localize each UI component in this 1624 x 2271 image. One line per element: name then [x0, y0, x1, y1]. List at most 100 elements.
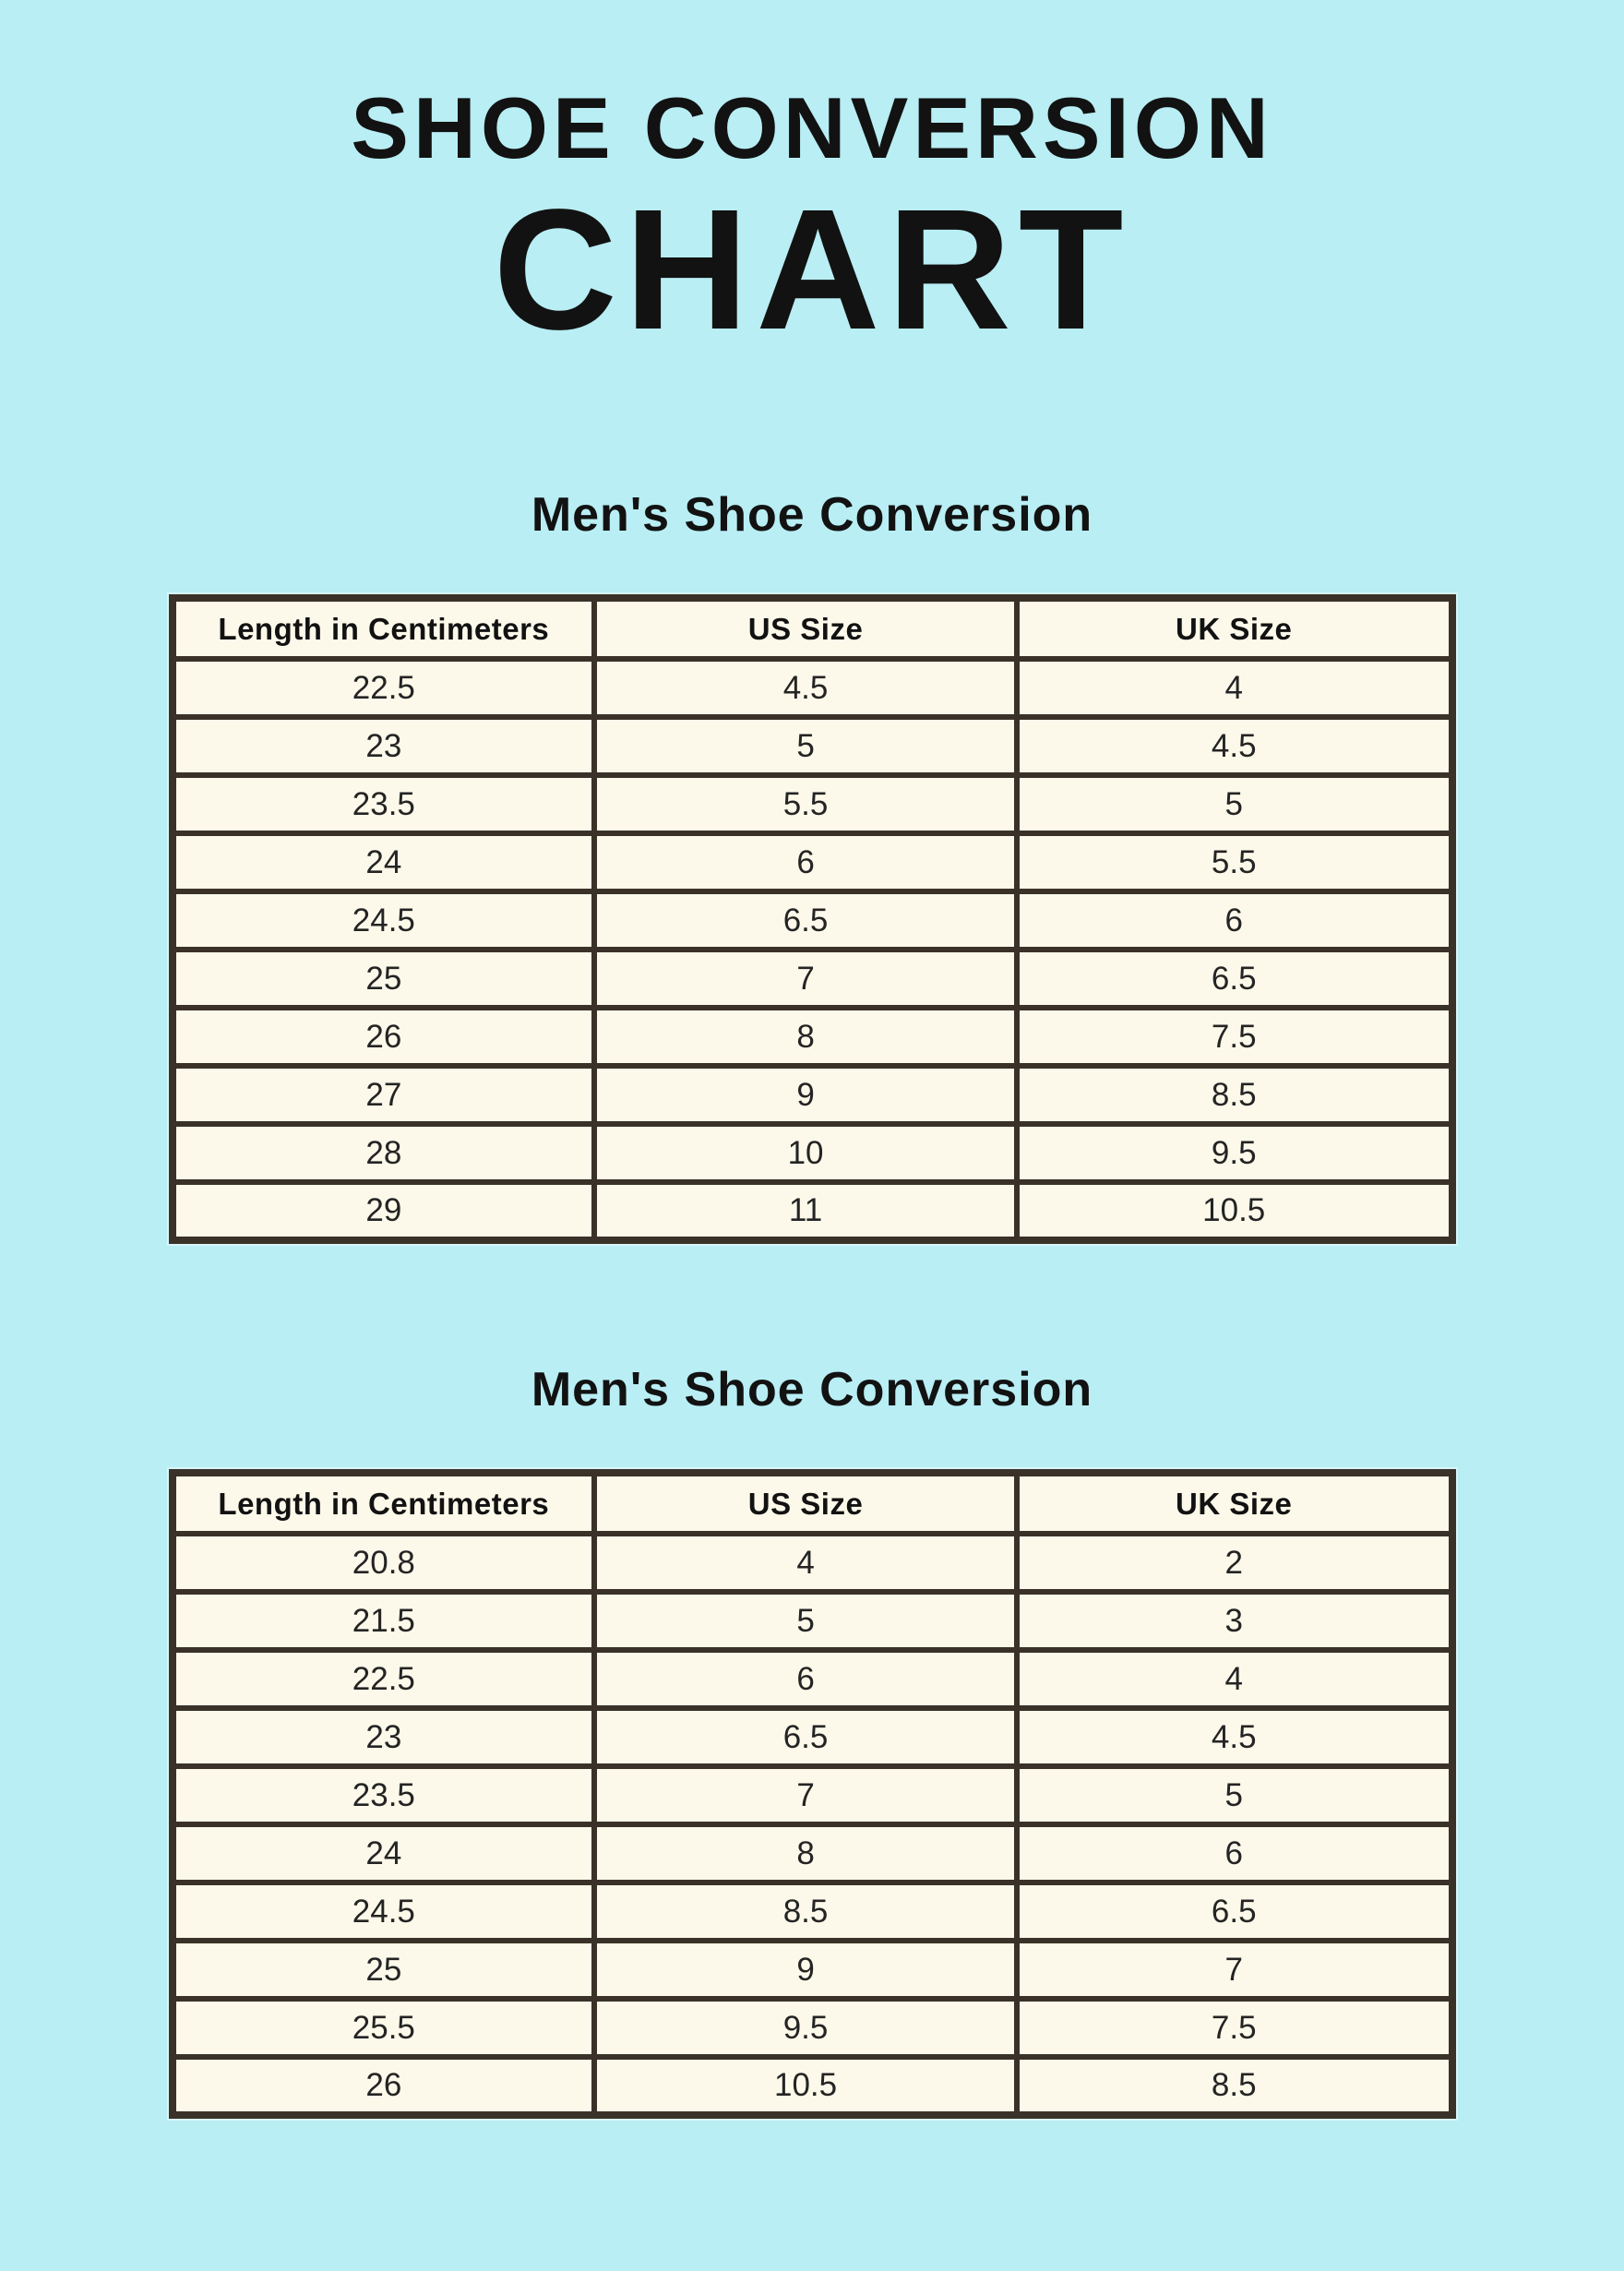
table-cell: 8: [591, 1005, 1020, 1069]
table-cell: 7.5: [1013, 1996, 1455, 2060]
table-cell: 7: [1013, 1938, 1455, 2002]
table-cell: 5.5: [591, 772, 1020, 836]
table-cell: 4: [591, 1531, 1020, 1595]
table-cell: 24: [169, 1822, 598, 1885]
table-cell: 6: [1013, 889, 1455, 952]
table-row: 25 7 6.5: [169, 947, 1455, 1010]
table-cell: 5.5: [1013, 831, 1455, 894]
table-cell: 4: [1013, 1647, 1455, 1711]
section-title: Men's Shoe Conversion: [531, 488, 1093, 542]
table-cell: 23: [169, 714, 598, 778]
table-cell: 8.5: [591, 1880, 1020, 1943]
table-cell: 23: [169, 1705, 598, 1769]
page-title-line2: CHART: [493, 174, 1131, 365]
table-row: 26 8 7.5: [169, 1005, 1455, 1069]
conversion-table-1: Length in Centimeters US Size UK Size 22…: [168, 594, 1456, 1244]
table-row: 25.5 9.5 7.5: [169, 1996, 1455, 2060]
table-cell: 4.5: [591, 656, 1020, 720]
table-cell: 28: [169, 1121, 598, 1185]
table-cell: 11: [591, 1179, 1020, 1243]
column-header-uk-size: UK Size: [1013, 1470, 1455, 1536]
column-header-us-size: US Size: [591, 595, 1020, 662]
table-row: 23 6.5 4.5: [169, 1705, 1455, 1769]
table-row: 21.5 5 3: [169, 1589, 1455, 1653]
table-cell: 9.5: [591, 1996, 1020, 2060]
table-cell: 22.5: [169, 656, 598, 720]
table-row: 22.5 6 4: [169, 1647, 1455, 1711]
table-row: 24.5 6.5 6: [169, 889, 1455, 952]
table-cell: 22.5: [169, 1647, 598, 1711]
table-cell: 8: [591, 1822, 1020, 1885]
column-header-length-cm: Length in Centimeters: [169, 1470, 598, 1536]
conversion-table-2: Length in Centimeters US Size UK Size 20…: [168, 1469, 1456, 2119]
table-cell: 23.5: [169, 772, 598, 836]
table-cell: 25: [169, 947, 598, 1010]
table-cell: 10.5: [1013, 1179, 1455, 1243]
table-cell: 26: [169, 1005, 598, 1069]
table-cell: 26: [169, 2054, 598, 2118]
table-cell: 20.8: [169, 1531, 598, 1595]
table-row: 24.5 8.5 6.5: [169, 1880, 1455, 1943]
table-cell: 4: [1013, 656, 1455, 720]
table-row: Length in Centimeters US Size UK Size: [169, 595, 1455, 662]
table-cell: 4.5: [1013, 714, 1455, 778]
table-cell: 5: [591, 714, 1020, 778]
table-cell: 8.5: [1013, 2054, 1455, 2118]
table-cell: 7: [591, 1763, 1020, 1827]
table-cell: 27: [169, 1063, 598, 1127]
table-cell: 9: [591, 1063, 1020, 1127]
table-cell: 6.5: [1013, 1880, 1455, 1943]
table-cell: 24.5: [169, 889, 598, 952]
table-row: 25 9 7: [169, 1938, 1455, 2002]
table-cell: 5: [1013, 772, 1455, 836]
table-cell: 7.5: [1013, 1005, 1455, 1069]
table-row: 29 11 10.5: [169, 1179, 1455, 1243]
table-body: 22.5 4.5 4 23 5 4.5 23.5 5.5 5 24 6 5.5 24.5 6.5 6 25 7 6…: [169, 656, 1455, 1243]
table-cell: 9.5: [1013, 1121, 1455, 1185]
table-cell: 25.5: [169, 1996, 598, 2060]
table-row: 23.5 5.5 5: [169, 772, 1455, 836]
table-row: 24 8 6: [169, 1822, 1455, 1885]
table-row: Length in Centimeters US Size UK Size: [169, 1470, 1455, 1536]
table-header-row: Length in Centimeters US Size UK Size: [169, 595, 1455, 662]
table-cell: 24: [169, 831, 598, 894]
table-cell: 6: [591, 1647, 1020, 1711]
table-cell: 24.5: [169, 1880, 598, 1943]
column-header-uk-size: UK Size: [1013, 595, 1455, 662]
table-cell: 6.5: [591, 1705, 1020, 1769]
column-header-us-size: US Size: [591, 1470, 1020, 1536]
table-cell: 2: [1013, 1531, 1455, 1595]
table-row: 27 9 8.5: [169, 1063, 1455, 1127]
table-cell: 5: [591, 1589, 1020, 1653]
section-mens-conversion-1: Men's Shoe Conversion Length in Centimet…: [0, 487, 1624, 1244]
page-title: SHOE CONVERSION CHART: [0, 0, 1624, 356]
table-row: 28 10 9.5: [169, 1121, 1455, 1185]
table-cell: 29: [169, 1179, 598, 1243]
table-header-row: Length in Centimeters US Size UK Size: [169, 1470, 1455, 1536]
table-cell: 10: [591, 1121, 1020, 1185]
table-cell: 6.5: [591, 889, 1020, 952]
table-cell: 5: [1013, 1763, 1455, 1827]
table-row: 24 6 5.5: [169, 831, 1455, 894]
table-cell: 8.5: [1013, 1063, 1455, 1127]
table-row: 22.5 4.5 4: [169, 656, 1455, 720]
table-cell: 9: [591, 1938, 1020, 2002]
page-title-line1: SHOE CONVERSION: [351, 79, 1273, 176]
table-cell: 25: [169, 1938, 598, 2002]
table-cell: 6: [591, 831, 1020, 894]
table-cell: 10.5: [591, 2054, 1020, 2118]
table-cell: 7: [591, 947, 1020, 1010]
column-header-length-cm: Length in Centimeters: [169, 595, 598, 662]
section-title: Men's Shoe Conversion: [531, 1363, 1093, 1416]
table-row: 26 10.5 8.5: [169, 2054, 1455, 2118]
table-body: 20.8 4 2 21.5 5 3 22.5 6 4 23 6.5 4.5 23.5 7 5 24 8 6 24.5…: [169, 1531, 1455, 2118]
table-cell: 23.5: [169, 1763, 598, 1827]
table-cell: 3: [1013, 1589, 1455, 1653]
table-row: 23 5 4.5: [169, 714, 1455, 778]
table-cell: 6.5: [1013, 947, 1455, 1010]
table-cell: 4.5: [1013, 1705, 1455, 1769]
table-row: 23.5 7 5: [169, 1763, 1455, 1827]
table-cell: 21.5: [169, 1589, 598, 1653]
table-cell: 6: [1013, 1822, 1455, 1885]
